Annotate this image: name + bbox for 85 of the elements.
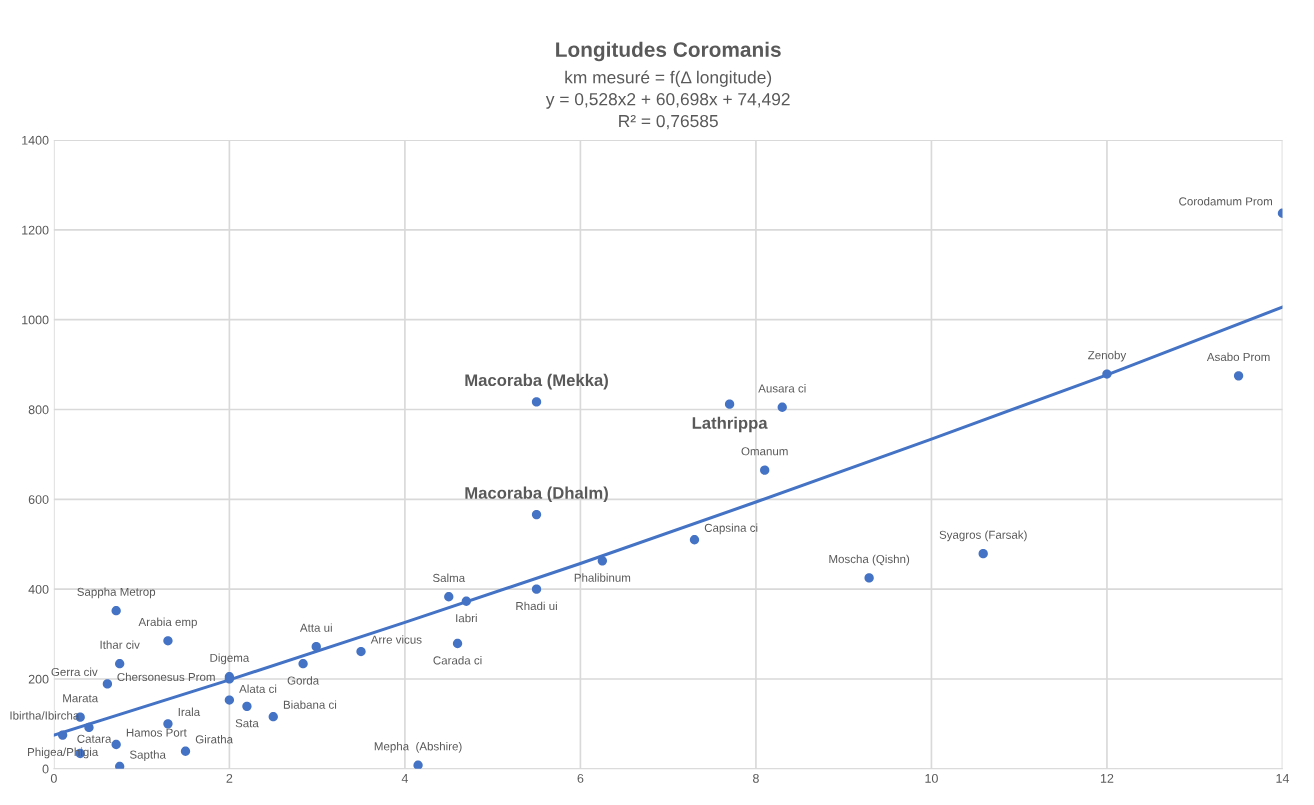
data-label: Zenoby xyxy=(1088,350,1127,362)
data-label: Ausara ci xyxy=(758,384,806,393)
data-label: Ithar civ xyxy=(100,640,140,649)
point xyxy=(163,719,173,729)
data-label: Syagros (Farsak) xyxy=(939,530,1027,542)
point xyxy=(777,402,787,412)
data-label: Macoraba (Dhalm) xyxy=(465,486,608,503)
point xyxy=(1233,371,1244,381)
point xyxy=(311,641,321,652)
point xyxy=(111,606,121,616)
y-tick-label: 800 xyxy=(28,405,49,415)
data-label: Chersonesus Prom xyxy=(117,672,215,682)
data-label: Mepha (Abshire) xyxy=(374,741,462,753)
y-tick-label: 400 xyxy=(28,584,49,594)
point xyxy=(1102,369,1112,379)
y-tick-label: 200 xyxy=(28,674,49,684)
point xyxy=(163,636,173,646)
data-label: Alata ci xyxy=(239,684,277,693)
point xyxy=(444,592,454,602)
y-tick-label: 0 xyxy=(42,764,49,774)
point xyxy=(224,695,235,705)
x-tick-label: 10 xyxy=(925,773,938,783)
data-label: Asabo Prom xyxy=(1206,352,1270,362)
point xyxy=(102,679,113,689)
data-label: Omanum xyxy=(741,447,788,456)
data-label: Giratha xyxy=(195,734,234,744)
point xyxy=(597,556,608,566)
point xyxy=(115,659,125,669)
point xyxy=(724,399,735,409)
x-tick-label: 12 xyxy=(1100,773,1114,783)
point xyxy=(864,573,874,583)
point xyxy=(57,730,68,740)
point xyxy=(268,712,278,722)
data-label: Arabia emp xyxy=(138,617,197,629)
data-label: Gerra civ xyxy=(51,667,98,677)
data-label: Corodamum Prom xyxy=(1179,196,1272,206)
point xyxy=(180,746,191,756)
x-tick-label: 2 xyxy=(226,773,233,783)
data-label: Gorda xyxy=(287,676,320,685)
point xyxy=(115,761,125,769)
data-label: Capsina ci xyxy=(704,523,758,535)
data-label: Iabri xyxy=(456,613,477,623)
data-label: Sata xyxy=(235,719,259,728)
data-label: Irala xyxy=(178,707,201,717)
data-label: Carada ci xyxy=(433,655,482,665)
y-tick-label: 600 xyxy=(28,495,49,504)
x-tick-label: 6 xyxy=(577,773,584,783)
point xyxy=(531,509,542,520)
data-label: Marata xyxy=(63,694,99,703)
data-label: Biabana ci xyxy=(283,700,337,709)
data-label: Saptha xyxy=(129,750,166,761)
data-label: Catara xyxy=(77,734,112,743)
data-label: Lathrippa xyxy=(692,416,768,433)
x-tick-label: 8 xyxy=(752,773,759,783)
data-label: Arre vicus xyxy=(370,635,422,644)
data-label: Digema xyxy=(210,653,250,665)
data-label: Salma xyxy=(432,573,466,582)
x-tick-label: 0 xyxy=(50,773,57,783)
x-tick-label: 4 xyxy=(401,774,409,783)
data-label: Rhadi ui xyxy=(516,601,557,611)
y-tick-label: 1200 xyxy=(22,225,49,235)
point xyxy=(413,760,423,769)
x-tick-label: 14 xyxy=(1276,774,1290,783)
point xyxy=(452,638,463,649)
y-tick-label: 1000 xyxy=(22,315,49,325)
data-label: Macoraba (Mekka) xyxy=(465,373,608,390)
point xyxy=(689,535,700,545)
point xyxy=(978,549,988,559)
chart-subtitle: km mesuré = f(Δ longitude) y = 0,528x2 + 60,698x + 74,492 R² = 0,76585 xyxy=(545,70,790,130)
point xyxy=(760,465,770,475)
point xyxy=(298,659,308,669)
point xyxy=(356,646,366,657)
point xyxy=(84,722,94,733)
point xyxy=(111,739,121,750)
data-label: Atta ui xyxy=(299,623,332,632)
y-tick-label: 1400 xyxy=(22,135,49,145)
chart-title: Longitudes Coromanis xyxy=(556,41,781,62)
point xyxy=(531,397,542,407)
point xyxy=(531,584,542,594)
point xyxy=(242,701,252,712)
point xyxy=(461,596,471,606)
data-label: Phalibinum xyxy=(574,573,631,582)
data-label: Moscha (Qishn) xyxy=(829,554,910,566)
data-label: Hamos Port xyxy=(126,728,187,737)
data-label: Sappha Metrop xyxy=(77,587,156,599)
